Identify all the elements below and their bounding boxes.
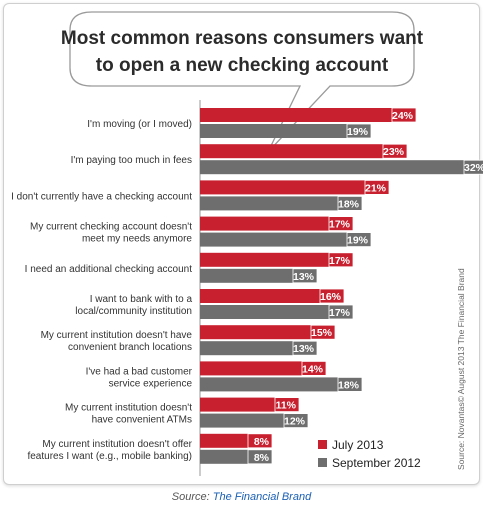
- category-label: My current institution doesn't offer: [42, 439, 192, 450]
- data-label: 18%: [338, 198, 360, 210]
- bar-value-tab: [319, 288, 345, 304]
- category-label: features I want (e.g., mobile banking): [27, 451, 192, 462]
- bar-value-tab: [301, 360, 327, 376]
- bar-july-2013: [200, 216, 353, 231]
- data-label: 15%: [311, 327, 333, 339]
- bar-september-2012: [200, 196, 362, 211]
- bar-july-2013: [200, 180, 389, 195]
- data-label: 19%: [347, 126, 369, 138]
- bar-value-tab: [274, 397, 300, 413]
- category-label: I don't currently have a checking accoun…: [11, 191, 192, 202]
- bar-value-tab: [337, 376, 363, 392]
- data-label: 23%: [383, 146, 405, 158]
- bar-july-2013: [200, 252, 353, 267]
- data-label: 13%: [293, 271, 315, 283]
- bar-value-tab: [328, 304, 354, 320]
- bar-july-2013: [200, 289, 344, 303]
- category-label: My current institution doesn't: [65, 403, 192, 414]
- bar-july-2013: [200, 325, 335, 340]
- bar-value-tab: [292, 340, 318, 356]
- bar-value-tab: [463, 159, 483, 175]
- category-label: meet my needs anymore: [82, 234, 192, 245]
- data-label: 21%: [365, 182, 387, 194]
- source-link[interactable]: The Financial Brand: [212, 491, 312, 503]
- category-label: have convenient ATMs: [92, 415, 192, 426]
- category-label: I'm paying too much in fees: [71, 155, 192, 166]
- legend-label: July 2013: [332, 438, 384, 452]
- bar-chart: Most common reasons consumers want to ope…: [11, 11, 483, 476]
- bar-september-2012: [200, 124, 371, 138]
- category-label: My current institution doesn't have: [41, 330, 193, 341]
- data-label: 17%: [329, 219, 351, 231]
- bar-september-2012: [200, 341, 317, 356]
- data-label: 18%: [338, 379, 360, 391]
- bar-value-tab: [328, 216, 354, 232]
- data-label: 11%: [276, 400, 297, 412]
- chart-title-line: to open a new checking account: [96, 55, 389, 76]
- category-label: I need an additional checking account: [25, 264, 193, 275]
- bar-value-tab: [310, 324, 336, 340]
- category-label: service experience: [109, 378, 193, 389]
- bar-value-tab: [283, 413, 309, 429]
- bar-september-2012: [200, 377, 362, 392]
- data-label: 17%: [329, 307, 351, 319]
- legend-swatch: [318, 458, 327, 467]
- bar-value-tab: [337, 195, 363, 211]
- category-label: convenient branch locations: [68, 342, 192, 353]
- bar-value-tab: [346, 123, 372, 139]
- category-label: My current checking account doesn't: [30, 222, 192, 233]
- caption-prefix: Source:: [171, 491, 213, 503]
- data-label: 17%: [329, 255, 351, 267]
- data-label: 8%: [254, 452, 270, 464]
- bar-value-tab: [247, 433, 273, 449]
- legend-swatch: [318, 440, 327, 449]
- bar-value-tab: [292, 268, 318, 284]
- data-label: 32%: [464, 162, 483, 174]
- data-label: 16%: [320, 291, 342, 303]
- bar-july-2013: [200, 397, 299, 412]
- bar-september-2012: [200, 413, 308, 428]
- category-label: local/community institution: [75, 306, 192, 317]
- data-label: 13%: [293, 343, 315, 355]
- data-label: 12%: [284, 416, 306, 428]
- bar-value-tab: [328, 252, 354, 268]
- source-note: Source: Novantas© August 2013 The Financ…: [456, 268, 466, 470]
- bar-value-tab: [346, 232, 372, 248]
- bar-september-2012: [200, 232, 371, 247]
- bar-september-2012: [200, 305, 353, 319]
- bar-july-2013: [200, 144, 407, 159]
- source-caption: Source: The Financial Brand: [0, 491, 483, 503]
- bar-value-tab: [364, 179, 390, 195]
- bar-september-2012: [200, 268, 317, 283]
- category-label: I want to bank with to a: [90, 294, 193, 305]
- data-label: 14%: [302, 363, 324, 375]
- data-label: 24%: [392, 110, 414, 122]
- bar-value-tab: [382, 143, 408, 159]
- category-label: I'm moving (or I moved): [87, 119, 192, 130]
- bar-value-tab: [247, 449, 273, 465]
- legend-label: September 2012: [332, 456, 421, 470]
- bar-value-tab: [391, 107, 417, 123]
- data-label: 8%: [254, 436, 270, 448]
- category-label: I've had a bad customer: [86, 366, 193, 377]
- data-label: 19%: [347, 235, 369, 247]
- bar-july-2013: [200, 361, 326, 376]
- chart-title-line: Most common reasons consumers want: [61, 28, 424, 49]
- bar-september-2012: [200, 160, 483, 175]
- bar-july-2013: [200, 108, 416, 122]
